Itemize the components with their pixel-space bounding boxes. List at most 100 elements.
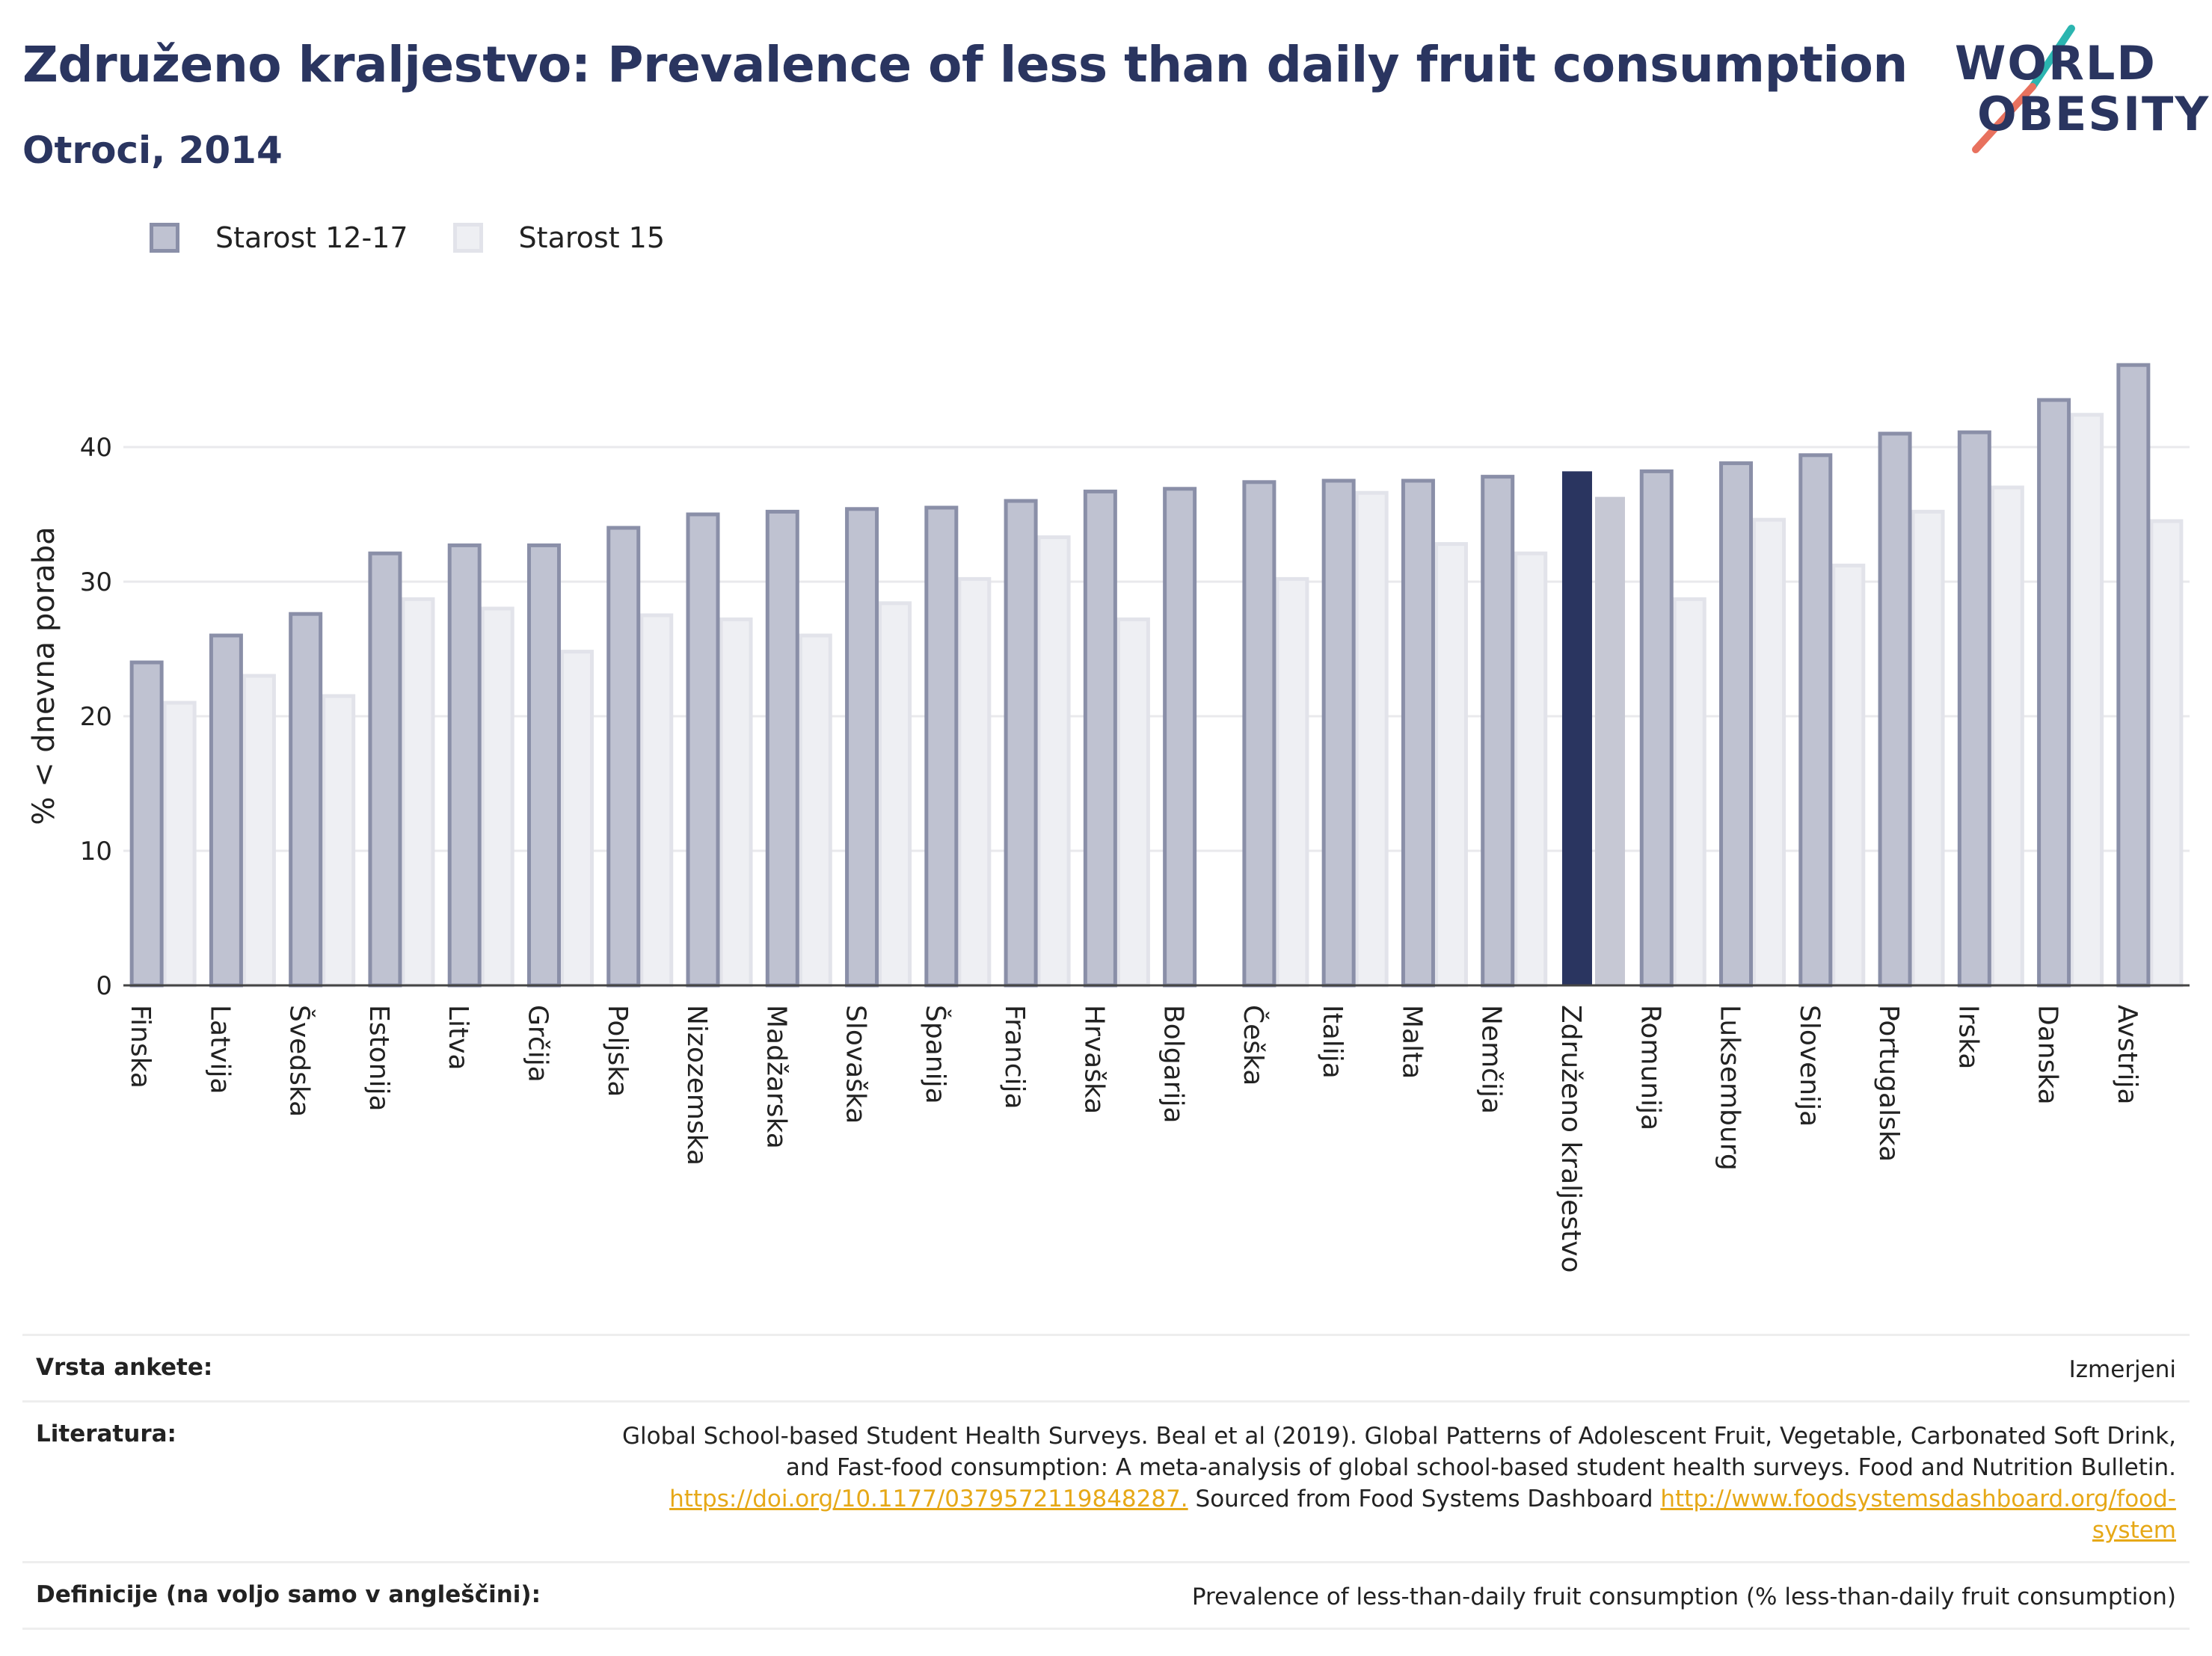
- bar-series-1[interactable]: [1401, 478, 1435, 988]
- bar-series-2[interactable]: [1990, 485, 2024, 988]
- x-category-label: Estonija: [363, 1005, 394, 1112]
- bar-series-1[interactable]: [289, 612, 323, 988]
- bar-series-1[interactable]: [1481, 475, 1515, 988]
- bar-series-2[interactable]: [559, 650, 594, 988]
- x-category-label: Malta: [1396, 1005, 1427, 1079]
- x-category-label: Grčija: [522, 1005, 553, 1083]
- meta-row-survey-type: Vrsta ankete: Izmerjeni: [22, 1334, 2190, 1400]
- bar-series-1[interactable]: [606, 526, 641, 988]
- x-category-label: Češka: [1238, 1005, 1269, 1086]
- bar-series-1[interactable]: [1957, 430, 1991, 988]
- legend-label-series-2: Starost 15: [518, 221, 666, 254]
- bar-series-2[interactable]: [1116, 617, 1150, 988]
- y-tick-label: 30: [80, 567, 112, 597]
- bar-series-2[interactable]: [798, 633, 832, 988]
- y-tick-label: 0: [96, 971, 112, 1001]
- bar-series-1[interactable]: [368, 551, 402, 988]
- literature-text-1: Global School-based Student Health Surve…: [622, 1423, 2176, 1450]
- x-category-label: Danska: [2033, 1005, 2063, 1105]
- y-tick-label: 40: [80, 433, 112, 463]
- bar-series-1[interactable]: [209, 633, 243, 988]
- bar-series-2[interactable]: [1354, 490, 1389, 988]
- bar-series-1[interactable]: [845, 507, 879, 988]
- x-category-label: Portugalska: [1873, 1005, 1904, 1162]
- bar-series-2[interactable]: [1594, 496, 1625, 985]
- bar-series-2[interactable]: [322, 694, 356, 988]
- bar-series-2[interactable]: [162, 701, 197, 988]
- bar-series-1[interactable]: [526, 543, 561, 988]
- bar-series-2[interactable]: [480, 606, 514, 988]
- y-axis-label: % < dnevna poraba: [27, 526, 61, 825]
- bar-series-1[interactable]: [765, 509, 799, 988]
- chart-title: Združeno kraljestvo: Prevalence of less …: [22, 36, 1908, 93]
- definitions-label: Definicije (na voljo samo v angleščini):: [36, 1581, 541, 1608]
- x-category-label: Hrvaška: [1078, 1005, 1109, 1114]
- definitions-value: Prevalence of less-than-daily fruit cons…: [1191, 1583, 2176, 1610]
- bar-series-2[interactable]: [1752, 517, 1787, 988]
- bar-series-1[interactable]: [1798, 453, 1833, 988]
- logo-word-world: WORLD: [1955, 36, 2157, 90]
- legend-swatch-series-2: [452, 223, 483, 253]
- x-category-label: Italija: [1317, 1005, 1348, 1079]
- x-category-label: Poljska: [602, 1005, 633, 1098]
- bar-series-2[interactable]: [719, 617, 753, 988]
- logo-word-obesity: OBESITY: [1977, 87, 2211, 141]
- bar-series-2[interactable]: [1672, 597, 1706, 988]
- y-tick-label: 10: [80, 837, 112, 867]
- x-category-label: Luksemburg: [1715, 1005, 1745, 1171]
- bar-series-2[interactable]: [2149, 519, 2184, 988]
- x-category-label: Madžarska: [761, 1005, 791, 1149]
- x-category-label: Irska: [1953, 1005, 1983, 1069]
- legend-item-series-1[interactable]: Starost 12-17: [150, 221, 408, 254]
- x-category-label: Švedska: [284, 1005, 316, 1117]
- world-obesity-logo: WORLD OBESITY: [1944, 22, 2208, 157]
- bar-series-2[interactable]: [401, 597, 435, 988]
- bar-series-2[interactable]: [957, 576, 992, 988]
- bar-series-2[interactable]: [2070, 413, 2104, 988]
- bar-series-1[interactable]: [1163, 487, 1197, 988]
- bar-series-1[interactable]: [924, 505, 959, 988]
- x-category-label: Bolgarija: [1158, 1005, 1189, 1124]
- meta-row-definitions: Definicije (na voljo samo v angleščini):…: [22, 1561, 2190, 1630]
- bar-series-2[interactable]: [1275, 576, 1309, 988]
- bar-series-1[interactable]: [1321, 478, 1356, 988]
- bar-series-1[interactable]: [1242, 480, 1276, 988]
- bar-series-1[interactable]: [2116, 363, 2151, 988]
- food-systems-link-continued[interactable]: system: [2092, 1517, 2176, 1544]
- bar-series-1[interactable]: [129, 660, 164, 988]
- bar-series-1[interactable]: [686, 512, 720, 988]
- food-systems-link[interactable]: http://www.foodsystemsdashboard.org/food…: [1660, 1486, 2176, 1512]
- bar-series-1[interactable]: [1639, 469, 1674, 988]
- bar-series-2[interactable]: [639, 613, 674, 988]
- bar-series-1[interactable]: [1083, 489, 1117, 988]
- bar-series-2[interactable]: [1434, 542, 1468, 988]
- x-category-label: Slovaška: [841, 1005, 871, 1124]
- bar-series-2[interactable]: [1036, 535, 1071, 988]
- x-category-label: Slovenija: [1794, 1005, 1825, 1127]
- literature-label: Literatura:: [36, 1420, 176, 1447]
- bar-series-2[interactable]: [878, 601, 912, 988]
- x-category-label: Avstrija: [2112, 1005, 2142, 1105]
- bar-series-1[interactable]: [2037, 398, 2071, 988]
- bar-series-2[interactable]: [1911, 509, 1945, 988]
- logo-slash-icon: [1972, 25, 2075, 153]
- bar-series-1[interactable]: [447, 543, 482, 988]
- legend-label-series-1: Starost 12-17: [215, 221, 408, 254]
- legend-item-series-2[interactable]: Starost 15: [452, 221, 666, 254]
- bar-series-2[interactable]: [1831, 563, 1866, 988]
- x-category-label: Finska: [125, 1005, 156, 1089]
- x-category-label: Združeno kraljestvo: [1555, 1005, 1586, 1273]
- x-category-label: Nizozemska: [681, 1005, 712, 1166]
- x-category-label: Latvija: [204, 1005, 235, 1095]
- bar-series-2[interactable]: [1514, 551, 1548, 988]
- bar-series-1[interactable]: [1561, 471, 1592, 985]
- bar-series-1[interactable]: [1878, 431, 1912, 988]
- bar-series-1[interactable]: [1004, 499, 1038, 988]
- bar-series-2[interactable]: [242, 674, 276, 988]
- doi-link[interactable]: https://doi.org/10.1177/0379572119848287…: [669, 1486, 1188, 1512]
- bar-series-1[interactable]: [1719, 461, 1754, 988]
- survey-type-label: Vrsta ankete:: [36, 1354, 213, 1381]
- chart-legend: Starost 12-17 Starost 15: [150, 221, 710, 254]
- x-category-label: Španija: [920, 1005, 951, 1104]
- meta-row-literature: Literatura: Global School-based Student …: [22, 1400, 2190, 1561]
